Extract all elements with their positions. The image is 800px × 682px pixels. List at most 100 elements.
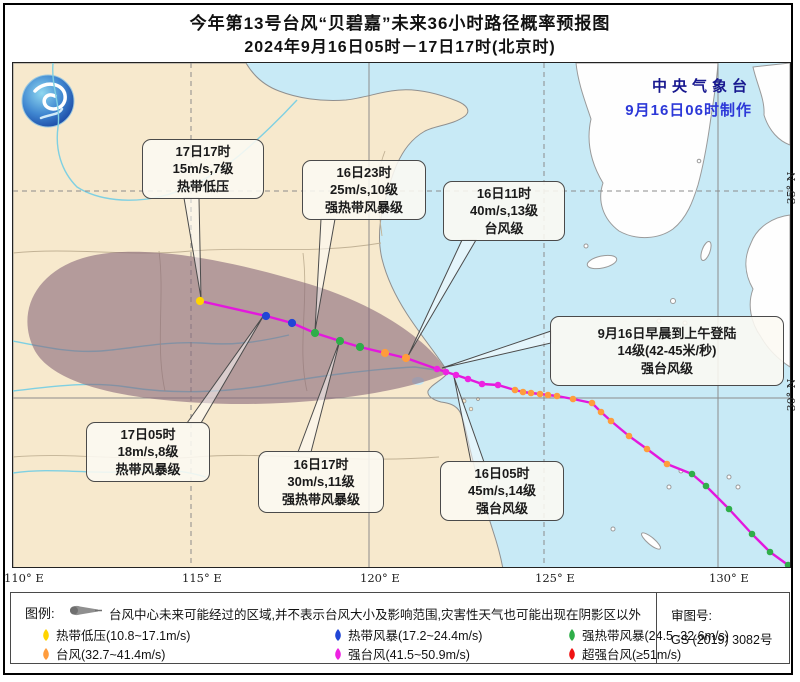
- forecast-probability-cone: [27, 251, 448, 405]
- island: [670, 298, 676, 304]
- callout-line: 强热带风暴级: [324, 199, 403, 215]
- callout-line: 14级(42-45米/秒): [617, 343, 717, 359]
- typhoon-intensity-marker-icon: [335, 628, 341, 641]
- track-point-forecast: [287, 318, 297, 328]
- honshu-landmass: [752, 62, 791, 146]
- callout-line: 17日17时: [175, 143, 231, 159]
- approval-label: 审图号:: [671, 609, 712, 623]
- page-title: 今年第13号台风“贝碧嘉”未来36小时路径概率预报图: [189, 14, 611, 33]
- track-point-forecast: [195, 296, 205, 306]
- track-point-observed: [688, 470, 696, 478]
- callout-line: 17日05时: [120, 426, 176, 442]
- track-point-observed: [725, 505, 733, 513]
- longitude-label: 120° E: [360, 571, 400, 585]
- track-point-observed: [766, 548, 774, 556]
- legend-item-label: 强台风(41.5~50.9m/s): [348, 648, 470, 662]
- callout-line: 45m/s,14级: [468, 483, 536, 499]
- track-point-observed: [625, 432, 633, 440]
- track-point-forecast: [261, 311, 271, 321]
- callout-line: 强台风级: [640, 360, 693, 376]
- track-point-observed: [607, 417, 615, 425]
- callout-line: 强台风级: [475, 500, 528, 516]
- callout-fcst-17d17h: 17日17时 15m/s,7级 热带低压: [142, 139, 264, 199]
- approval-number: GS (2019) 3082号: [671, 633, 773, 647]
- callout-line: 热带风暴级: [115, 461, 181, 477]
- track-point-observed: [433, 365, 441, 373]
- callout-line: 18m/s,8级: [117, 444, 179, 460]
- callout-pointers: [183, 197, 552, 463]
- legend-row-1: 热带低压(10.8~17.1m/s) 热带风暴(17.2~24.4m/s) 强热带风…: [11, 625, 729, 644]
- track-point-forecast: [401, 353, 411, 363]
- track-point-observed: [494, 381, 502, 389]
- callout-fcst-16d23h: 16日23时 25m/s,10级 强热带风暴级: [302, 160, 426, 220]
- legend-divider: [656, 593, 657, 663]
- callout-line: 16日17时: [293, 456, 349, 472]
- longitude-label: 130° E: [709, 571, 749, 585]
- legend-item-sty: 强台风(41.5~50.9m/s): [333, 644, 470, 663]
- latitude-label: 35° N: [785, 171, 798, 205]
- page-subtitle: 2024年9月16日05时－17日17时(北京时): [244, 39, 556, 56]
- legend-row-2: 台风(32.7~41.4m/s) 强台风(41.5~50.9m/s) 超强台风(≥5…: [11, 644, 681, 663]
- legend-label: 图例:: [25, 606, 55, 621]
- callout-landfall: 9月16日早晨到上午登陆 14级(42-45米/秒) 强台风级: [550, 316, 784, 386]
- track-point-forecast: [380, 348, 390, 358]
- track-point-observed: [553, 392, 561, 400]
- track-point-observed: [452, 371, 460, 379]
- typhoon-intensity-marker-icon: [43, 628, 49, 641]
- callout-fcst-16d17h: 16日17时 30m/s,11级 强热带风暴级: [258, 451, 384, 513]
- track-point-observed: [597, 408, 605, 416]
- callout-line: 25m/s,10级: [330, 182, 398, 198]
- jeju-island: [586, 254, 618, 270]
- callout-line: 16日05时: [474, 465, 530, 481]
- island: [583, 243, 589, 249]
- track-point-observed: [588, 399, 596, 407]
- callout-line: 台风级: [484, 220, 524, 236]
- track-point-observed: [784, 561, 792, 569]
- callout-line: 强热带风暴级: [281, 491, 360, 507]
- callout-line: 15m/s,7级: [172, 161, 234, 177]
- typhoon-intensity-marker-icon: [569, 647, 575, 660]
- callout-fcst-17d05h: 17日05时 18m/s,8级 热带风暴级: [86, 422, 210, 482]
- island: [735, 484, 741, 490]
- track-point-observed: [702, 482, 710, 490]
- legend-item-label: 热带低压(10.8~17.1m/s): [56, 629, 191, 643]
- track-point-observed: [544, 391, 552, 399]
- longitude-label: 110° E: [4, 571, 44, 585]
- legend-item-td: 热带低压(10.8~17.1m/s): [41, 625, 190, 644]
- track-point-observed: [442, 368, 450, 376]
- callout-obs-16d05h: 16日05时 45m/s,14级 强台风级: [440, 461, 564, 521]
- legend-item-label: 热带风暴(17.2~24.4m/s): [348, 629, 483, 643]
- callout-line: 16日11时: [476, 185, 532, 201]
- cone-description: 台风中心未来可能经过的区域,并不表示台风大小及影响范围,灾害性天气也可能出现在阴…: [109, 608, 641, 622]
- agency-issue-time: 9月16日06时制作: [625, 102, 752, 119]
- track-point-observed: [748, 530, 756, 538]
- callout-line: 30m/s,11级: [287, 474, 355, 490]
- track-point-observed: [464, 375, 472, 383]
- callout-line: 热带低压: [176, 178, 229, 194]
- track-point-observed: [511, 386, 519, 394]
- callout-line: 9月16日早晨到上午登陆: [597, 325, 737, 341]
- callout-line: 40m/s,13级: [470, 203, 538, 219]
- track-point-forecast: [355, 342, 365, 352]
- longitude-label: 115° E: [182, 571, 222, 585]
- agency-name: 中央气象台: [651, 78, 752, 95]
- legend-item-label: 超强台风(≥51m/s): [582, 648, 682, 662]
- tsushima-island: [700, 241, 712, 261]
- issuing-agency: 中央气象台 9月16日06时制作: [625, 75, 752, 120]
- typhoon-intensity-marker-icon: [335, 647, 341, 660]
- track-points: [195, 296, 792, 569]
- legend-item-superty: 超强台风(≥51m/s): [567, 644, 681, 663]
- island: [666, 484, 672, 490]
- korea-landmass: [575, 62, 719, 238]
- track-point-observed: [519, 388, 527, 396]
- cone-legend-icon: [70, 605, 102, 616]
- latitude-label: 30° N: [785, 378, 798, 412]
- longitude-label: 125° E: [535, 571, 575, 585]
- forecast-map: [12, 62, 792, 570]
- track-point-forecast: [335, 336, 345, 346]
- island: [641, 532, 661, 550]
- track-point-observed: [643, 445, 651, 453]
- legend-panel: 图例: 台风中心未来可能经过的区域,并不表示台风大小及影响范围,灾害性天气也可能…: [10, 592, 790, 664]
- legend-item-ts: 热带风暴(17.2~24.4m/s): [333, 625, 482, 644]
